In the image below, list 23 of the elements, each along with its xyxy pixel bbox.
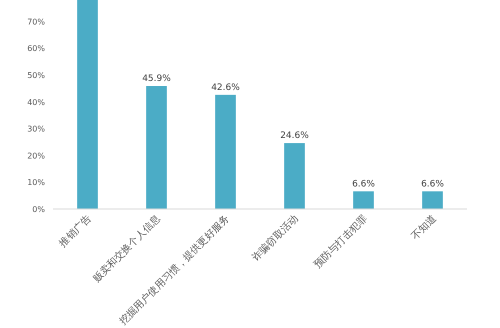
x-tick-label: 推销广告 [56, 212, 94, 250]
data-label: 6.6% [352, 179, 376, 190]
bar [284, 143, 305, 209]
data-label: 24.6% [280, 131, 310, 142]
data-label: 45.9% [142, 74, 172, 84]
data-label: 6.6% [421, 179, 444, 190]
bar [215, 94, 236, 209]
y-tick-label: 60% [27, 44, 46, 54]
y-tick-label: 70% [27, 17, 46, 26]
x-tick-label: 不知道 [408, 212, 439, 242]
x-tick-label: 诈骗窃取活动 [250, 212, 301, 264]
y-tick-label: 10% [27, 178, 46, 188]
y-tick-label: 50% [27, 71, 46, 80]
y-tick-label: 30% [27, 124, 46, 134]
y-tick-label: 40% [27, 98, 46, 107]
bar [353, 191, 374, 209]
x-tick-label: 预防与打击犯罪 [312, 212, 370, 271]
y-tick-label: 20% [27, 151, 46, 160]
data-label: 42.6% [211, 82, 240, 93]
y-tick-label: 0% [32, 205, 46, 214]
bar [146, 86, 167, 209]
bar [77, 0, 98, 209]
bar [422, 191, 443, 209]
